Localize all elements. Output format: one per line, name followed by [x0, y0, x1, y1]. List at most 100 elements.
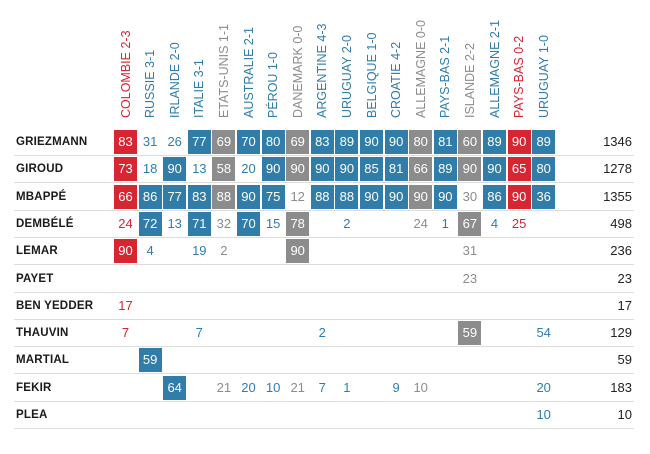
- player-name: MARTIAL: [16, 354, 70, 367]
- player-name: GRIEZMANN: [16, 136, 88, 148]
- sub-cell: 4: [146, 243, 154, 259]
- starter-cell: 86: [483, 184, 506, 209]
- sub-cell: 20: [536, 379, 551, 395]
- player-total: 59: [617, 352, 632, 368]
- starter-cell: 90: [261, 157, 285, 182]
- row-divider: [14, 291, 634, 293]
- player-name: PAYET: [16, 272, 54, 285]
- starter-cell: 90: [384, 184, 408, 209]
- starter-cell: 88: [310, 184, 334, 209]
- row-divider: [14, 428, 634, 429]
- starter-cell: 89: [483, 130, 506, 154]
- starter-cell: 81: [384, 157, 408, 182]
- sub-cell: 31: [462, 243, 478, 259]
- starter-cell: 85: [360, 157, 383, 182]
- player-name: DEMBÉLÉ: [16, 217, 74, 230]
- player-name: MBAPPÉ: [16, 190, 67, 203]
- starter-cell: 90: [384, 130, 408, 154]
- sub-cell: 32: [216, 215, 232, 231]
- sub-cell: 31: [142, 134, 158, 149]
- starter-cell: 90: [114, 239, 137, 264]
- starter-cell: 60: [458, 130, 482, 154]
- sub-cell: 7: [318, 379, 326, 395]
- sub-cell: 10: [265, 379, 281, 395]
- starter-cell: 66: [114, 184, 137, 209]
- row-divider: [14, 400, 634, 402]
- starter-cell: 90: [286, 239, 310, 264]
- starter-cell: 80: [261, 130, 285, 154]
- player-total: 183: [610, 379, 632, 395]
- starter-cell: 90: [286, 157, 310, 182]
- player-name: PLEA: [16, 409, 48, 421]
- starter-cell: 70: [237, 130, 260, 154]
- starter-cell: 73: [114, 157, 137, 182]
- starter-cell: 78: [286, 211, 310, 236]
- sub-cell: 10: [536, 407, 551, 422]
- sub-cell: 13: [167, 215, 182, 231]
- sub-cell: 15: [265, 215, 281, 231]
- starter-cell: 75: [261, 184, 285, 209]
- sub-cell: 54: [536, 325, 551, 341]
- sub-cell: 9: [392, 379, 400, 395]
- starter-cell: 66: [409, 157, 433, 182]
- starter-cell: 71: [187, 211, 211, 236]
- starter-cell: 70: [237, 211, 260, 236]
- starter-cell: 72: [138, 211, 162, 236]
- sub-cell: 13: [192, 161, 207, 177]
- starter-cell: 58: [212, 157, 236, 182]
- sub-cell: 21: [216, 379, 232, 395]
- sub-cell: 23: [462, 270, 478, 286]
- player-name: FEKIR: [16, 381, 52, 394]
- row-divider: [14, 155, 634, 156]
- sub-cell: 2: [318, 325, 326, 341]
- sub-cell: 18: [142, 161, 158, 177]
- row-divider: [14, 318, 634, 320]
- sub-cell: 7: [195, 325, 203, 341]
- starter-cell: 90: [360, 184, 383, 209]
- player-name: THAUVIN: [16, 327, 69, 340]
- starter-cell: 80: [532, 157, 556, 182]
- starter-cell: 88: [212, 184, 236, 209]
- sub-cell: 2: [343, 215, 351, 231]
- sub-cell: 19: [192, 243, 207, 259]
- player-name: GIROUD: [16, 163, 64, 176]
- starter-cell: 89: [433, 157, 457, 182]
- starter-cell: 90: [507, 130, 531, 154]
- starter-cell: 90: [409, 184, 433, 209]
- player-name: BEN YEDDER: [16, 299, 94, 312]
- row-divider: [14, 209, 634, 211]
- sub-cell: 25: [511, 215, 527, 231]
- starter-cell: 67: [458, 211, 482, 236]
- player-name: LEMAR: [16, 245, 58, 258]
- player-total: 1346: [603, 134, 632, 149]
- starter-cell: 59: [138, 348, 162, 373]
- sub-cell: 21: [290, 379, 305, 395]
- starter-cell: 89: [335, 130, 359, 154]
- starter-cell: 90: [433, 184, 457, 209]
- starter-cell: 80: [409, 130, 433, 154]
- sub-cell: 1: [441, 215, 449, 231]
- sub-cell: 26: [167, 134, 182, 149]
- player-total: 129: [610, 325, 632, 341]
- sub-cell: 24: [413, 215, 428, 231]
- player-total: 1278: [603, 161, 632, 177]
- player-total: 23: [617, 270, 632, 286]
- player-total: 1355: [603, 188, 632, 204]
- starter-cell: 77: [187, 130, 211, 154]
- starter-cell: 81: [433, 130, 457, 154]
- starter-cell: 90: [335, 157, 359, 182]
- player-total: 17: [617, 297, 632, 313]
- starter-cell: 65: [507, 157, 531, 182]
- starter-cell: 90: [458, 157, 482, 182]
- sub-cell: 20: [241, 379, 256, 395]
- sub-cell: 24: [118, 215, 133, 231]
- sub-cell: 10: [413, 379, 428, 395]
- starter-cell: 69: [212, 130, 236, 154]
- starter-cell: 90: [310, 157, 334, 182]
- starter-cell: 90: [163, 157, 187, 182]
- starter-cell: 59: [458, 321, 482, 346]
- starter-cell: 86: [138, 184, 162, 209]
- sub-cell: 17: [118, 297, 133, 313]
- sub-cell: 4: [490, 215, 499, 231]
